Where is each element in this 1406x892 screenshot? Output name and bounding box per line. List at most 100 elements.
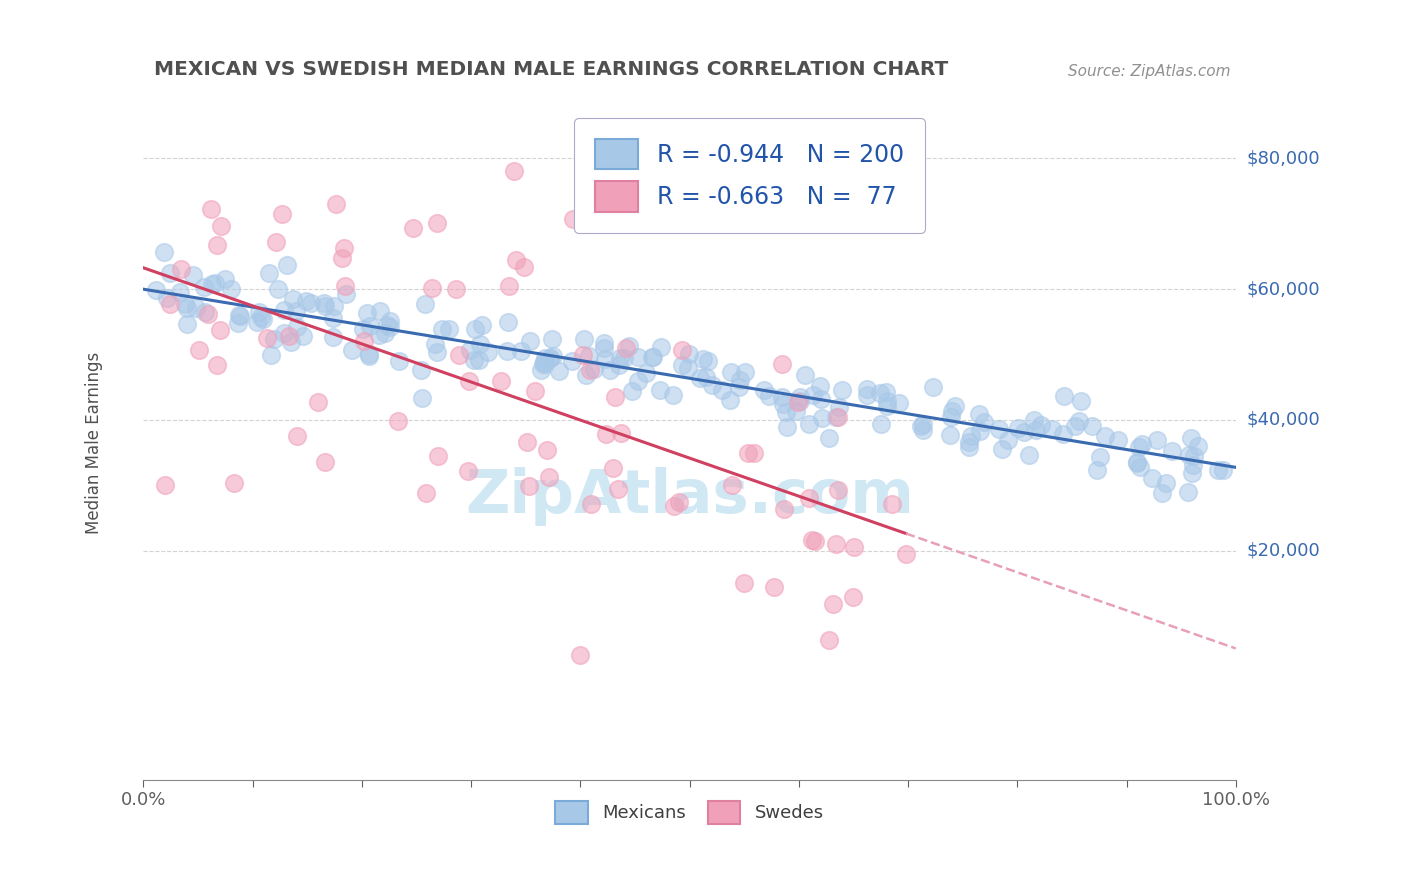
- Point: [312, 296, 335, 310]
- Point: [969, 424, 991, 438]
- Point: [153, 478, 176, 492]
- Point: [922, 380, 945, 394]
- Point: [775, 405, 797, 419]
- Point: [159, 266, 181, 280]
- Point: [430, 322, 453, 336]
- Point: [869, 385, 891, 400]
- Point: [378, 314, 401, 328]
- Point: [710, 384, 733, 398]
- Point: [519, 334, 541, 349]
- Point: [595, 426, 617, 441]
- Point: [153, 245, 176, 260]
- Point: [205, 237, 228, 252]
- Point: [650, 340, 672, 354]
- Point: [636, 367, 658, 381]
- Point: [744, 446, 766, 460]
- Point: [941, 403, 963, 417]
- Point: [207, 359, 229, 373]
- Point: [561, 354, 583, 368]
- Point: [470, 337, 492, 351]
- Text: $40,000: $40,000: [1247, 411, 1320, 429]
- Point: [285, 304, 308, 318]
- Point: [801, 533, 824, 547]
- Point: [827, 410, 849, 425]
- Point: [627, 374, 650, 388]
- Point: [224, 476, 246, 491]
- Point: [322, 311, 344, 326]
- Point: [641, 350, 664, 364]
- Point: [801, 388, 824, 402]
- Point: [387, 354, 409, 368]
- Point: [875, 385, 897, 400]
- Point: [510, 343, 533, 358]
- Point: [603, 390, 626, 404]
- Point: [572, 331, 595, 345]
- Legend: Mexicans, Swedes: Mexicans, Swedes: [548, 794, 831, 831]
- Point: [471, 318, 494, 333]
- Point: [1212, 463, 1234, 477]
- Point: [307, 395, 329, 409]
- Point: [613, 351, 636, 365]
- Point: [359, 318, 381, 333]
- Point: [789, 391, 811, 405]
- Point: [357, 347, 380, 361]
- Point: [721, 478, 744, 492]
- Point: [420, 281, 443, 295]
- Point: [772, 357, 794, 371]
- Point: [619, 339, 641, 353]
- Point: [477, 344, 499, 359]
- Point: [323, 299, 346, 313]
- Point: [426, 344, 449, 359]
- Point: [540, 332, 562, 346]
- Point: [1177, 484, 1199, 499]
- Point: [295, 293, 318, 308]
- Point: [1187, 439, 1209, 453]
- Point: [534, 351, 557, 365]
- Point: [330, 251, 353, 265]
- Point: [181, 268, 204, 282]
- Point: [273, 326, 295, 340]
- Point: [876, 393, 898, 408]
- Point: [468, 352, 491, 367]
- Point: [228, 309, 250, 323]
- Point: [425, 216, 447, 230]
- Point: [145, 283, 167, 297]
- Point: [464, 322, 486, 336]
- Point: [209, 219, 232, 234]
- Point: [668, 494, 690, 508]
- Point: [1067, 414, 1090, 428]
- Point: [887, 395, 910, 409]
- Point: [1130, 436, 1153, 450]
- Point: [463, 352, 485, 367]
- Point: [423, 336, 446, 351]
- Point: [277, 328, 299, 343]
- Point: [776, 420, 799, 434]
- Point: [200, 202, 222, 217]
- Point: [368, 304, 391, 318]
- Point: [894, 547, 917, 561]
- Point: [671, 358, 693, 372]
- Point: [770, 390, 793, 404]
- Point: [1150, 486, 1173, 500]
- Point: [910, 419, 932, 434]
- Point: [697, 354, 720, 368]
- Point: [368, 327, 391, 342]
- Point: [531, 357, 554, 371]
- Point: [187, 343, 209, 358]
- Point: [322, 330, 344, 344]
- Point: [533, 354, 555, 368]
- Point: [491, 374, 513, 388]
- Point: [785, 404, 807, 418]
- Point: [260, 348, 283, 362]
- Point: [842, 590, 865, 604]
- Point: [543, 350, 565, 364]
- Point: [1052, 426, 1074, 441]
- Point: [530, 363, 553, 377]
- Point: [505, 252, 527, 267]
- Point: [575, 368, 598, 382]
- Point: [228, 309, 250, 323]
- Point: [1007, 421, 1029, 435]
- Point: [335, 286, 357, 301]
- Point: [988, 422, 1011, 436]
- Point: [876, 399, 898, 413]
